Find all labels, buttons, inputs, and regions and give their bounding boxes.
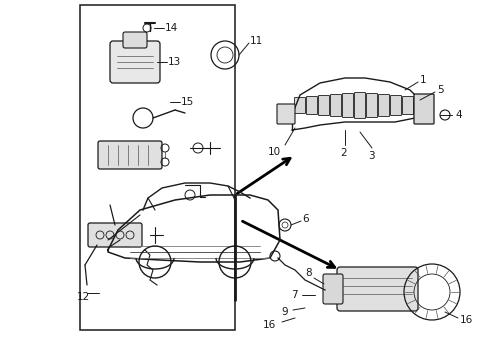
FancyBboxPatch shape <box>402 96 414 114</box>
FancyBboxPatch shape <box>337 267 418 311</box>
FancyBboxPatch shape <box>343 94 353 117</box>
Text: 13: 13 <box>168 57 181 67</box>
FancyBboxPatch shape <box>98 141 162 169</box>
Text: 3: 3 <box>368 151 375 161</box>
FancyBboxPatch shape <box>367 94 377 117</box>
Text: 8: 8 <box>305 268 312 278</box>
Text: 4: 4 <box>455 110 462 120</box>
FancyBboxPatch shape <box>307 96 318 114</box>
FancyBboxPatch shape <box>318 95 329 116</box>
Text: 10: 10 <box>268 147 281 157</box>
FancyBboxPatch shape <box>391 95 401 116</box>
Bar <box>80 5 235 330</box>
FancyBboxPatch shape <box>294 98 305 113</box>
Text: 14: 14 <box>165 23 178 33</box>
Text: 6: 6 <box>302 214 309 224</box>
FancyBboxPatch shape <box>277 104 295 124</box>
Text: 16: 16 <box>263 320 276 330</box>
FancyBboxPatch shape <box>330 94 342 117</box>
FancyBboxPatch shape <box>354 93 366 118</box>
FancyBboxPatch shape <box>378 94 390 117</box>
Text: 15: 15 <box>181 97 194 107</box>
Text: 1: 1 <box>420 75 427 85</box>
Text: 2: 2 <box>340 148 346 158</box>
Text: 7: 7 <box>292 290 298 300</box>
FancyBboxPatch shape <box>88 223 142 247</box>
Text: 16: 16 <box>460 315 473 325</box>
Text: 11: 11 <box>250 36 263 46</box>
FancyBboxPatch shape <box>123 32 147 48</box>
FancyBboxPatch shape <box>414 94 434 124</box>
Text: 9: 9 <box>281 307 288 317</box>
Text: 12: 12 <box>76 292 90 302</box>
FancyBboxPatch shape <box>415 98 425 113</box>
Text: 5: 5 <box>437 85 443 95</box>
FancyBboxPatch shape <box>110 41 160 83</box>
FancyBboxPatch shape <box>323 274 343 304</box>
